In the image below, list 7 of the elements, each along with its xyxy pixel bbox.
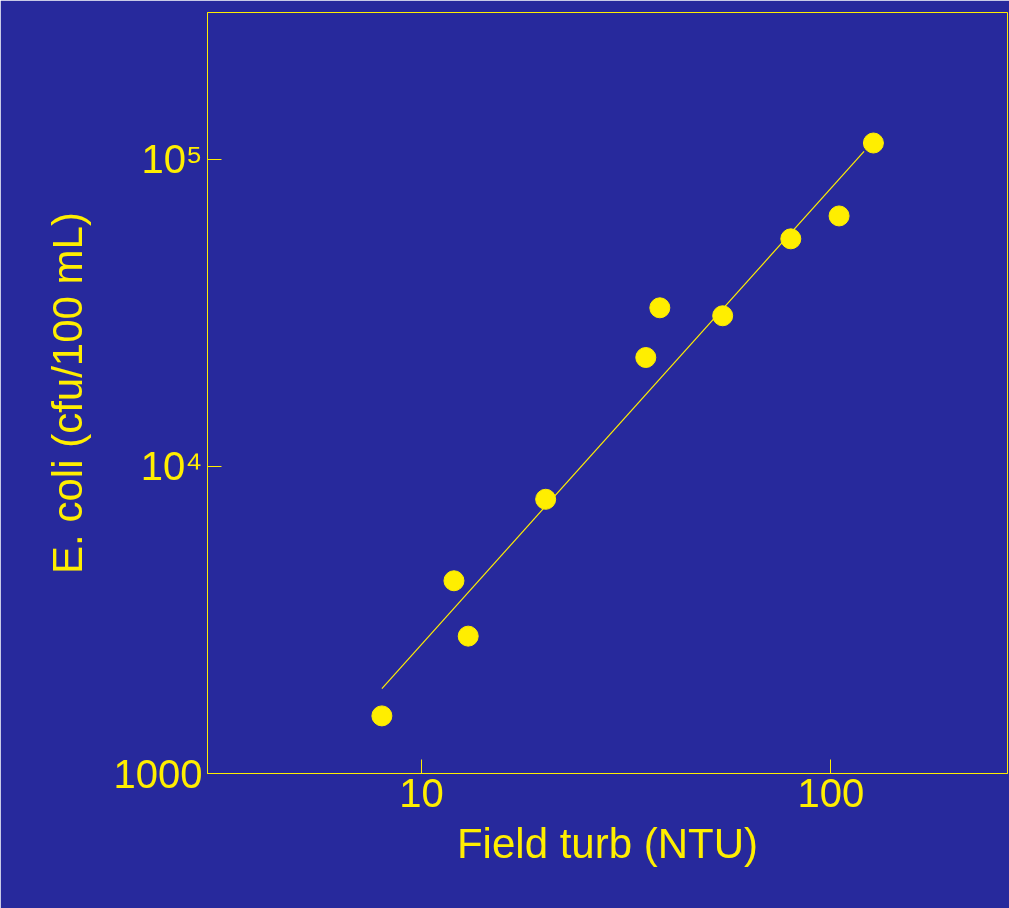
- y-axis-title: E. coli (cfu/100 mL): [43, 212, 91, 574]
- y-tick-label: 10⁴: [140, 444, 203, 489]
- x-tick-label: 100: [797, 770, 865, 815]
- x-tick-label: 10: [399, 770, 444, 815]
- y-tick-label: 1000: [113, 751, 203, 796]
- y-tick-label: 10⁵: [141, 137, 203, 182]
- x-axis-title: Field turb (NTU): [456, 819, 759, 867]
